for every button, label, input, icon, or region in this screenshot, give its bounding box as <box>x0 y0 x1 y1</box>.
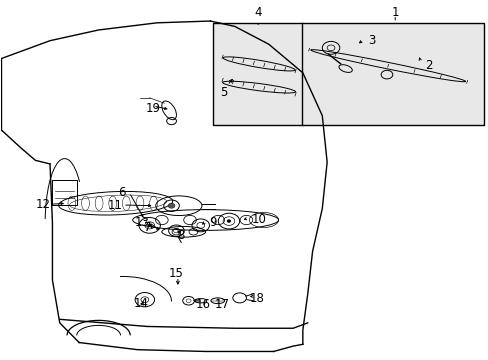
Text: 3: 3 <box>367 34 375 47</box>
Text: 6: 6 <box>118 186 125 199</box>
Text: 7: 7 <box>144 221 152 234</box>
Circle shape <box>168 203 175 208</box>
Text: 16: 16 <box>195 298 210 311</box>
Circle shape <box>147 224 151 227</box>
Text: 11: 11 <box>108 198 123 212</box>
Text: 4: 4 <box>254 6 262 19</box>
Text: 13: 13 <box>135 216 149 229</box>
Text: 19: 19 <box>145 102 160 115</box>
Text: 2: 2 <box>425 59 432 72</box>
Text: 9: 9 <box>209 216 216 229</box>
Text: 17: 17 <box>215 298 230 311</box>
Text: 1: 1 <box>391 6 398 19</box>
Text: 12: 12 <box>35 198 50 211</box>
Bar <box>212 23 302 125</box>
Text: 8: 8 <box>177 229 184 242</box>
Text: 18: 18 <box>249 292 264 305</box>
Circle shape <box>226 220 230 222</box>
Text: 10: 10 <box>251 213 266 226</box>
Text: 5: 5 <box>220 86 227 99</box>
Text: 14: 14 <box>134 297 149 310</box>
Bar <box>301 23 483 125</box>
Text: 15: 15 <box>169 267 183 280</box>
